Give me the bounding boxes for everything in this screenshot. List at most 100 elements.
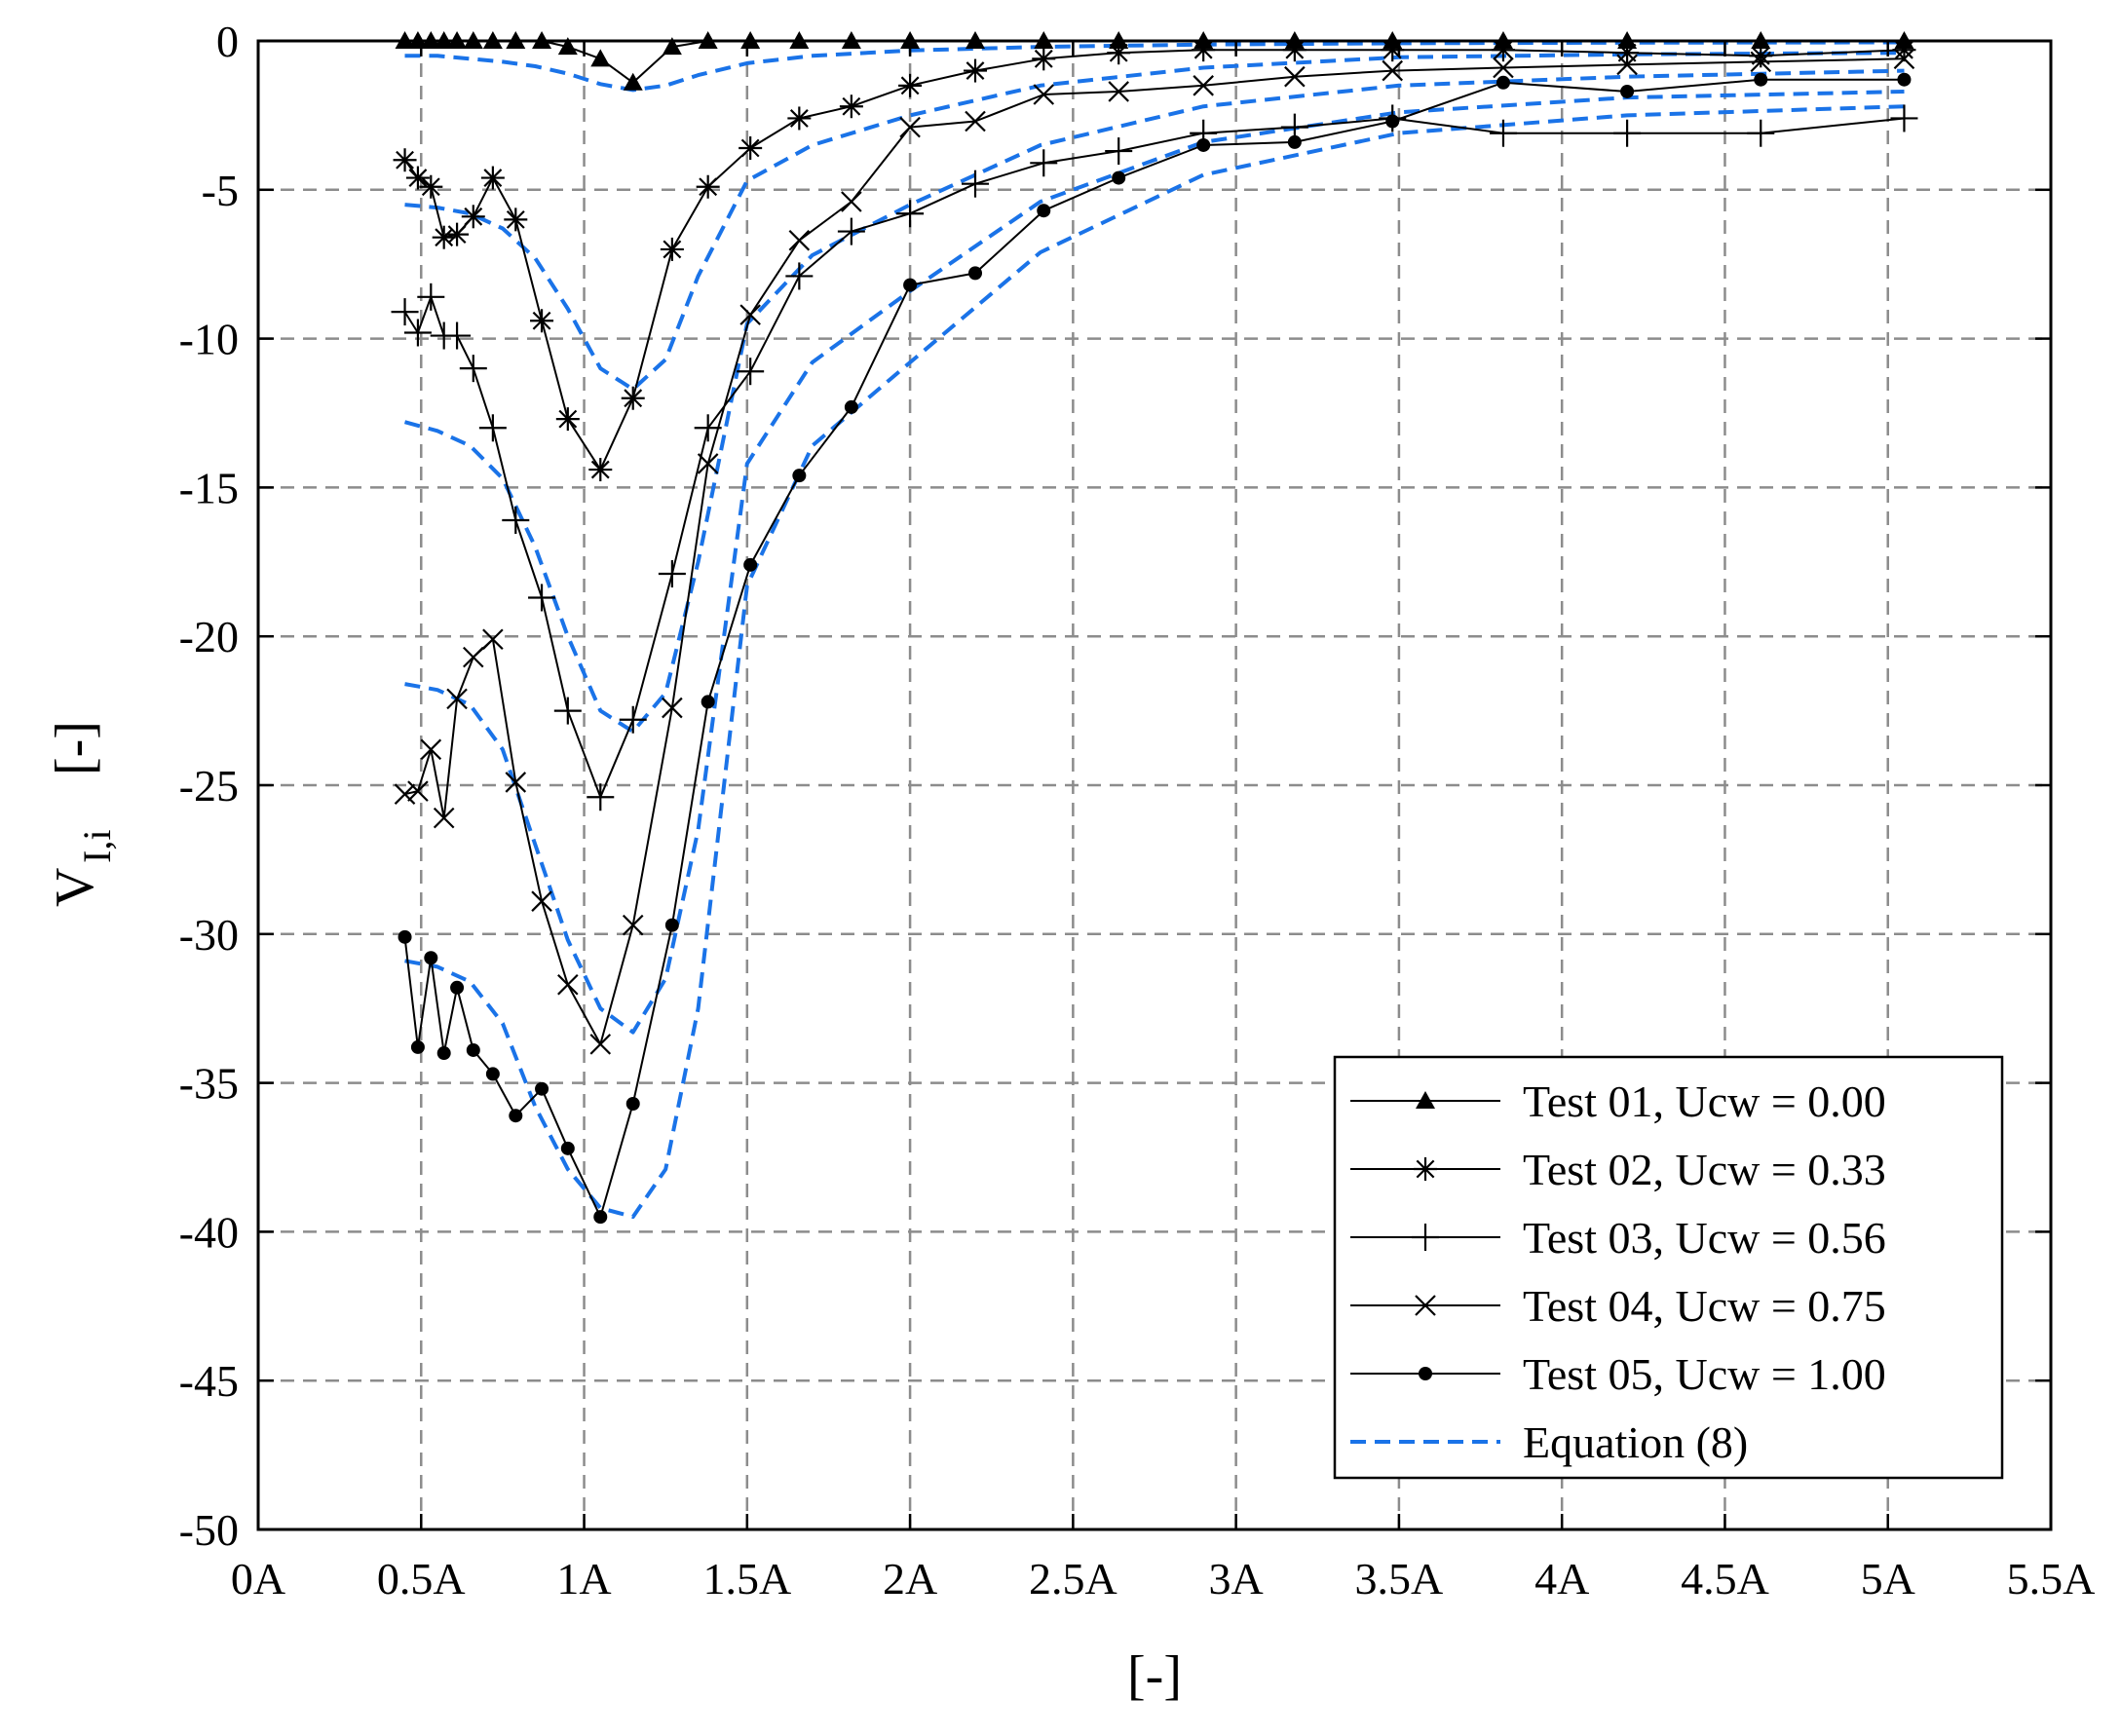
asterisk-stroke (421, 177, 440, 197)
cross-stroke (697, 453, 719, 474)
series-3-point (619, 705, 647, 734)
asterisk-stroke (1494, 40, 1513, 59)
series-2-line (403, 49, 1905, 472)
series-2-point (445, 222, 470, 246)
series-3-point (417, 283, 445, 311)
x-tick-label: 2.5A (1029, 1554, 1117, 1604)
series-5-point (560, 1141, 575, 1155)
legend-label: Test 05, Ucw = 1.00 (1523, 1349, 1886, 1399)
series-2-point (555, 407, 580, 432)
legend-swatch-marker (1415, 1295, 1436, 1316)
y-tick-label: -10 (179, 315, 239, 364)
x-tick-label: 5.5A (2007, 1554, 2096, 1604)
series-4-point (589, 1034, 612, 1055)
legend-items: Test 01, Ucw = 0.00 Test 02, Ucw = 0.33 Te… (1350, 1076, 1886, 1467)
legend-label: Test 02, Ucw = 0.33 (1523, 1145, 1886, 1194)
series-5-point (424, 951, 438, 965)
cross-stroke (622, 914, 644, 936)
series-4-point (965, 110, 986, 132)
asterisk-stroke (663, 240, 682, 259)
cross-stroke (589, 1034, 612, 1055)
asterisk-stroke (532, 311, 551, 330)
cross-stroke (1033, 84, 1055, 105)
equation-curve-5 (404, 104, 1905, 1220)
series-4-point (557, 973, 579, 996)
cross-stroke (407, 780, 429, 802)
series-5-point (664, 918, 679, 932)
asterisk-stroke (590, 460, 610, 479)
series-5-point (436, 1046, 451, 1061)
series-3-point (1613, 119, 1642, 147)
cross-stroke (1493, 57, 1514, 79)
asterisk-stroke (789, 109, 809, 128)
dot-marker-shape (625, 1096, 640, 1111)
series-4-point (505, 772, 527, 793)
cross-stroke (1284, 65, 1306, 88)
series-2-point (393, 148, 417, 172)
y-tick-label: -45 (179, 1356, 239, 1406)
equation-curve-3 (403, 68, 1905, 734)
series-2-point (1615, 41, 1640, 65)
legend-label: Test 04, Ucw = 0.75 (1523, 1281, 1886, 1331)
series-4-point (1033, 84, 1055, 105)
series-3-point (837, 217, 865, 245)
cross-stroke (1382, 59, 1403, 82)
series-4-point (899, 116, 921, 138)
series-4-point (1493, 57, 1514, 79)
series-5-point (903, 278, 918, 292)
series-2-point (480, 166, 505, 190)
dot-marker-shape (743, 557, 758, 572)
y-axis-title-main: V (45, 868, 105, 907)
series-4-point (788, 229, 811, 251)
dot-marker-shape (1385, 114, 1400, 129)
series-1-point (623, 72, 643, 91)
series-2-point (660, 237, 684, 261)
y-axis-title-subscript: I,i (75, 830, 119, 863)
legend-label: Test 01, Ucw = 0.00 (1523, 1076, 1886, 1126)
series-5-point (1037, 204, 1051, 218)
cross-stroke (739, 304, 761, 325)
x-tick-label: 5A (1861, 1554, 1915, 1604)
dot-marker-shape (398, 929, 412, 944)
series-5 (398, 72, 1912, 1225)
dot-marker-shape (1620, 84, 1635, 98)
cross-stroke (1415, 1295, 1436, 1316)
series-3-point (1489, 119, 1517, 147)
series-3-point (962, 170, 989, 198)
series-5-point (593, 1210, 608, 1225)
dot-marker-shape (1196, 137, 1211, 152)
cross-stroke (446, 688, 468, 710)
series-5-point (743, 557, 758, 572)
series-4-point (622, 914, 644, 936)
series-4-point (394, 783, 416, 805)
asterisk-stroke (558, 409, 578, 429)
series-4-point (1750, 51, 1772, 73)
y-tick-label: -25 (179, 761, 239, 811)
dot-marker-shape (903, 278, 918, 292)
asterisk-stroke (966, 61, 985, 80)
dot-marker-shape (844, 399, 858, 414)
triangle-marker-shape (590, 49, 611, 67)
series-5-point (450, 980, 465, 995)
series-5-point (701, 695, 715, 709)
series-5-point (535, 1081, 549, 1096)
series-1-point (662, 37, 682, 56)
series-2-point (696, 174, 720, 199)
asterisk-stroke (435, 228, 454, 247)
dot-marker-shape (436, 1046, 451, 1061)
cross-stroke (420, 738, 442, 761)
asterisk-stroke (483, 169, 503, 187)
series-4-point (739, 304, 761, 325)
asterisk-stroke (1193, 40, 1213, 59)
series-4-point (1284, 65, 1306, 88)
triangle-marker-shape (662, 37, 682, 56)
series-4-point (1616, 54, 1638, 76)
series-5-point (1754, 72, 1768, 87)
series-3 (391, 104, 1918, 811)
series-3-point (528, 584, 556, 612)
dot-marker-shape (560, 1141, 575, 1155)
tick-label-layer: 0A 0.5A 1A 1.5A 2A 2.5A 3A 3.5A 4A 4.5A 5A 5.5A 0 -5 -… (179, 17, 2096, 1604)
series-3-point (553, 697, 582, 725)
asterisk-stroke (1895, 40, 1913, 59)
